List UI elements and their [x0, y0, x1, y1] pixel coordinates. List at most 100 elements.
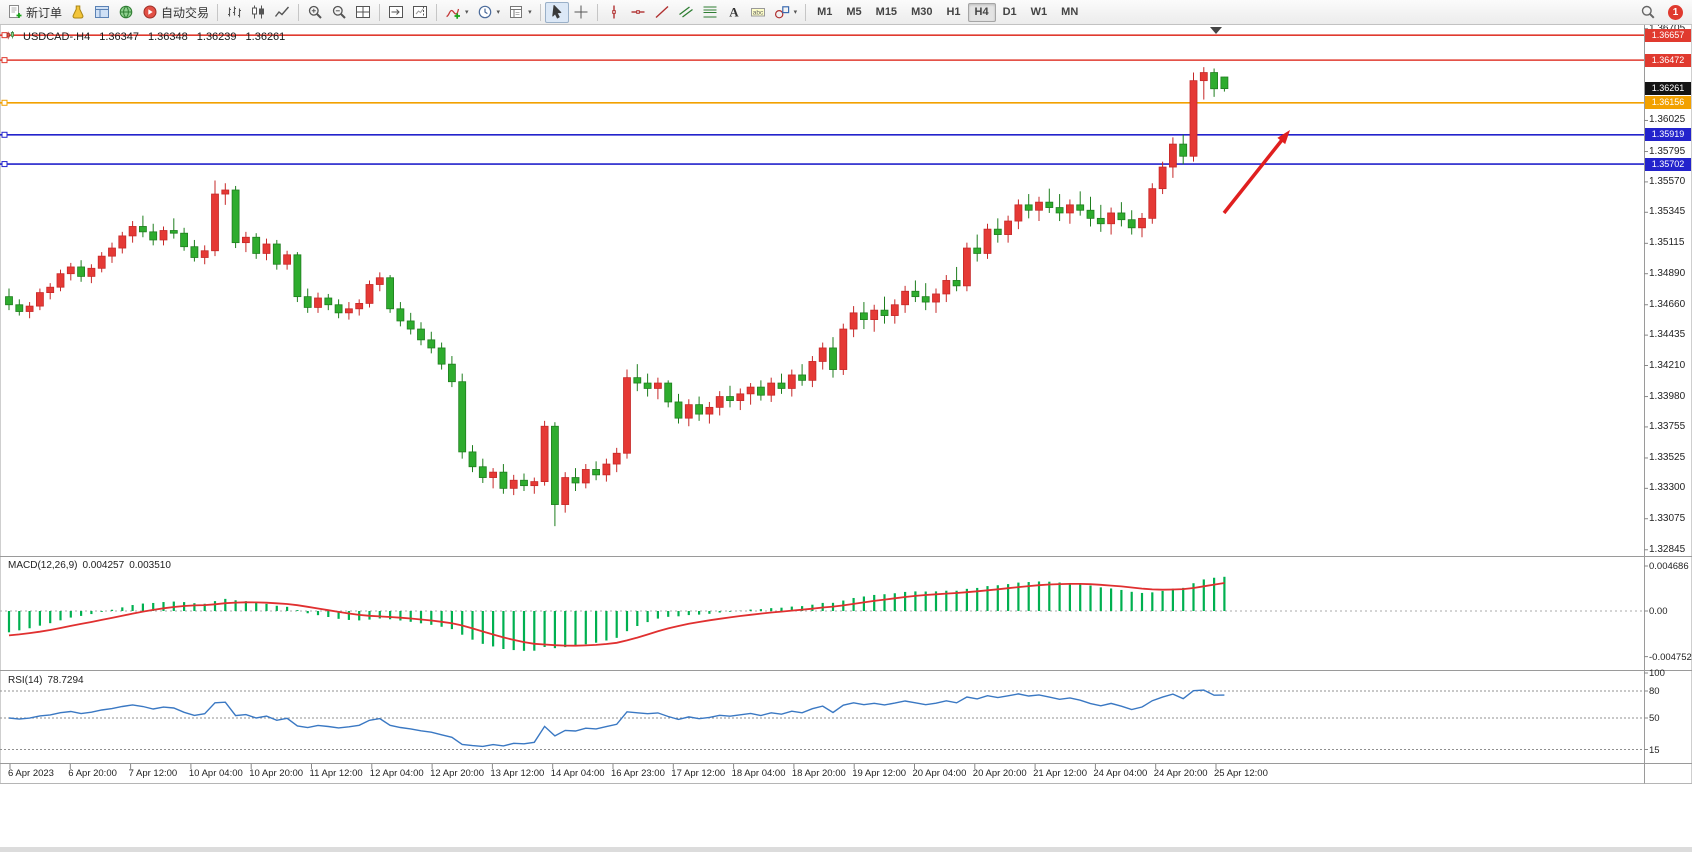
- auto-scroll-button[interactable]: [384, 2, 408, 23]
- periods-button[interactable]: ▾: [473, 2, 505, 23]
- templates-button[interactable]: ▾: [504, 2, 536, 23]
- search-button[interactable]: [1636, 2, 1660, 23]
- rsi-axis-label: 80: [1649, 686, 1660, 697]
- rsi-line: [8, 689, 1225, 748]
- horizontal-level-lines[interactable]: [0, 32, 1644, 168]
- cursor-button[interactable]: [544, 1, 569, 23]
- trendline-button[interactable]: [650, 2, 674, 23]
- toolbar-separator: [436, 3, 438, 21]
- dropdown-caret-icon: ▾: [528, 9, 532, 16]
- label-button[interactable]: abc: [746, 2, 770, 23]
- timeframe-button-d1[interactable]: D1: [1002, 6, 1017, 18]
- price-axis-label: 1.34890: [1649, 267, 1686, 279]
- zoom-out-button[interactable]: [327, 2, 351, 23]
- toolbar-separator: [298, 3, 300, 21]
- toolbar-separator: [539, 3, 541, 21]
- rsi-indicator-label: RSI(14) 78.7294: [8, 675, 89, 686]
- rsi-name: RSI(14): [8, 675, 43, 686]
- current-price-tag: 1.36261: [1645, 82, 1691, 96]
- tile-icon: [355, 4, 371, 20]
- zoom-out-icon: [331, 4, 347, 20]
- toolbar-separator: [596, 3, 598, 21]
- time-axis-label: 14 Apr 04:00: [550, 768, 605, 779]
- time-axis-label: 12 Apr 20:00: [430, 768, 484, 779]
- arrows-button[interactable]: ▾: [770, 2, 802, 23]
- chart-shift-button[interactable]: [408, 2, 432, 23]
- timeframe-button-m5[interactable]: M5: [846, 6, 862, 18]
- price-axis-label: 1.36025: [1649, 114, 1686, 126]
- vertical-line-button[interactable]: [602, 2, 626, 23]
- timeframe-button-h4[interactable]: H4: [967, 2, 996, 22]
- timeframe-button-mn[interactable]: MN: [1061, 6, 1079, 18]
- indicator-icon: [445, 4, 461, 20]
- price-tag-level: 1.36657: [1645, 28, 1691, 42]
- chart-shift-marker-icon[interactable]: [1210, 27, 1222, 34]
- template-icon: [508, 4, 524, 20]
- clock-icon: [477, 4, 493, 20]
- channel-button[interactable]: [674, 2, 698, 23]
- bar-chart-button[interactable]: [222, 2, 246, 23]
- time-axis-label: 11 Apr 12:00: [309, 768, 363, 779]
- notification-badge[interactable]: 1: [1668, 4, 1683, 20]
- chart-title: USDCAD-.H4 1.36347 1.36348 1.36239 1.362…: [6, 29, 285, 45]
- chart-high-value: 1.36348: [148, 31, 188, 43]
- timeframe-button-w1[interactable]: W1: [1030, 6, 1048, 18]
- autotrading-button-label: 自动交易: [161, 5, 210, 20]
- trendline-icon: [654, 4, 670, 20]
- text-button[interactable]: A: [722, 2, 746, 23]
- price-axis-label: 1.33980: [1649, 390, 1686, 402]
- fibo-icon: [702, 4, 718, 20]
- chart-symbol-timeframe: USDCAD-.H4: [23, 31, 91, 43]
- zoom-in-icon: [307, 4, 323, 20]
- timeframe-button-m1[interactable]: M1: [817, 6, 833, 18]
- crosshair-button[interactable]: [569, 2, 593, 23]
- rsi-value: 78.7294: [47, 675, 84, 686]
- autotrading-button[interactable]: 自动交易: [138, 2, 213, 23]
- price-tag-level: 1.35702: [1645, 157, 1691, 171]
- panel-icon: [94, 4, 110, 20]
- tile-windows-button[interactable]: [351, 2, 375, 23]
- time-axis-label: 16 Apr 23:00: [611, 768, 665, 779]
- rsi-axis-label: 15: [1649, 744, 1660, 756]
- price-axis-label: 1.34210: [1649, 359, 1686, 371]
- candlesticks: [5, 67, 1229, 527]
- candlestick-chart-button[interactable]: [246, 2, 270, 23]
- price-axis-label: 1.35795: [1649, 145, 1686, 157]
- price-axis-label: 1.35345: [1649, 206, 1686, 218]
- price-axis-label: 1.33075: [1649, 512, 1686, 524]
- macd-histogram: [7, 576, 1226, 651]
- time-axis-label: 21 Apr 12:00: [1033, 768, 1087, 779]
- doc-plus-icon: [7, 4, 23, 20]
- trend-arrow-annotation[interactable]: [1222, 130, 1290, 215]
- dropdown-caret-icon: ▾: [496, 9, 501, 16]
- indicators-button[interactable]: ▾: [441, 2, 473, 23]
- vline-icon: [606, 4, 622, 20]
- toolbar-separator: [805, 3, 807, 21]
- line-chart-button[interactable]: [270, 2, 294, 23]
- price-axis-label: 1.35570: [1649, 175, 1686, 187]
- new-order-button[interactable]: 新订单: [3, 2, 66, 23]
- timeframe-button-m30[interactable]: M30: [911, 6, 933, 18]
- globe-icon: [118, 4, 134, 20]
- time-axis-label: 6 Apr 20:00: [68, 768, 117, 779]
- dropdown-caret-icon: ▾: [793, 9, 798, 16]
- chart-close-value: 1.36261: [245, 31, 286, 43]
- time-axis-label: 24 Apr 20:00: [1153, 768, 1208, 779]
- market-watch-button[interactable]: [66, 2, 90, 23]
- flask-icon: [70, 4, 86, 20]
- data-window-button[interactable]: [90, 2, 114, 23]
- chart-open-value: 1.36347: [99, 31, 139, 43]
- price-tag-level: 1.36472: [1645, 53, 1691, 67]
- timeframe-button-m15[interactable]: M15: [875, 6, 898, 18]
- time-axis-label: 7 Apr 12:00: [128, 768, 178, 779]
- rsi-axis-label: 100: [1649, 668, 1665, 679]
- horizontal-line-button[interactable]: [626, 2, 650, 23]
- timeframe-button-h1[interactable]: H1: [946, 6, 961, 18]
- price-axis-label: 1.33755: [1649, 420, 1686, 432]
- navigator-button[interactable]: [114, 2, 138, 23]
- svg-text:A: A: [729, 5, 739, 20]
- time-axis-label: 20 Apr 04:00: [912, 768, 967, 779]
- zoom-in-button[interactable]: [303, 2, 327, 23]
- fibonacci-button[interactable]: [698, 2, 722, 23]
